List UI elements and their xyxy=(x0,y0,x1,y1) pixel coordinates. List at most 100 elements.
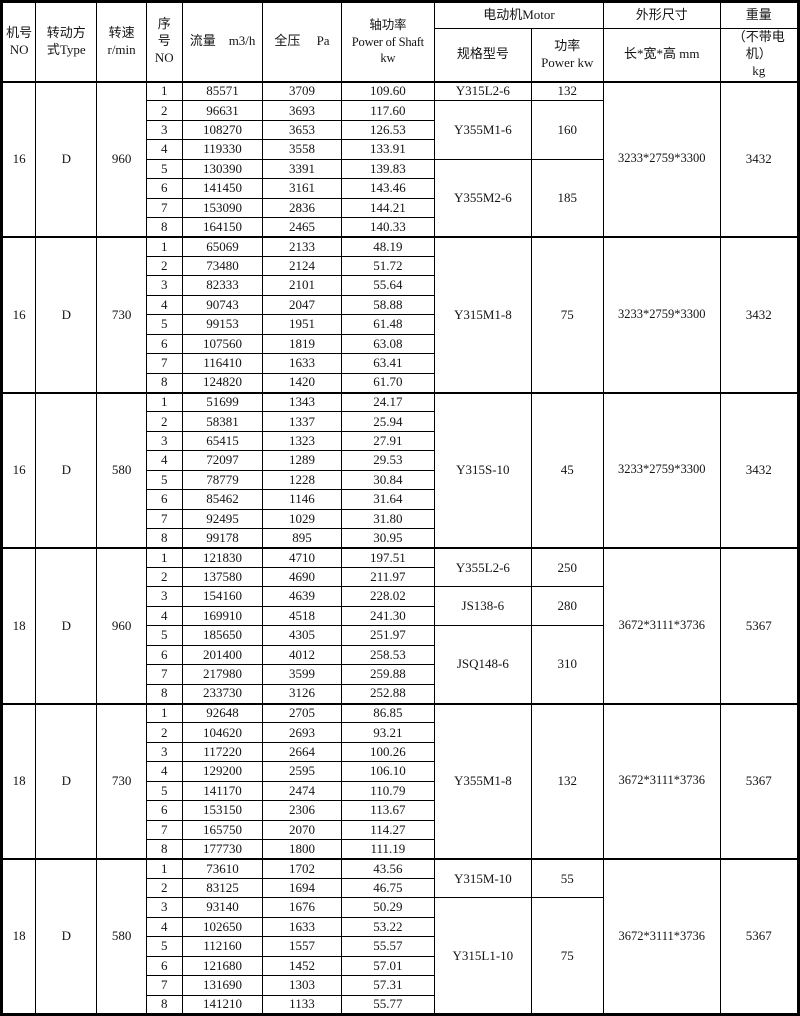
shaft-power-cell: 143.46 xyxy=(340,178,436,199)
weight-cell: 5367 xyxy=(719,547,800,704)
machine-no-cell: 16 xyxy=(0,236,37,393)
serial-no-cell: 3 xyxy=(145,275,183,296)
shaft-power-cell: 197.51 xyxy=(340,546,436,568)
shaft-power-cell: 30.84 xyxy=(340,469,436,491)
serial-no-cell: 8 xyxy=(145,839,183,860)
shaft-power-cell: 48.19 xyxy=(340,235,436,257)
table-row: 18 D 730 1 92648 2705 86.85 Y355M1-8 132 3672*311… xyxy=(0,702,800,860)
pressure-cell: 1702 xyxy=(262,857,342,879)
table-row: 4 72097 1289 29.53 xyxy=(2,450,799,471)
serial-no-cell: 6 xyxy=(145,644,183,666)
pressure-cell: 2595 xyxy=(262,761,342,782)
header-row-top: 机号 NO 转动方 式Type 转速 r/min 序 号 NO 流量 m3/h … xyxy=(0,1,800,83)
flow-cell: 117220 xyxy=(181,741,264,763)
serial-no-cell: 4 xyxy=(145,294,183,316)
weight-cell: 3432 xyxy=(719,80,800,238)
serial-no-cell: 8 xyxy=(145,994,183,1016)
machine-no-cell: 18 xyxy=(0,702,37,860)
table-row: 4 102650 1633 53.22 xyxy=(2,916,799,938)
serial-no-cell: 2 xyxy=(145,877,183,899)
flow-cell: 65069 xyxy=(181,235,264,257)
drive-type-cell: D xyxy=(35,391,98,549)
pressure-cell: 1676 xyxy=(262,897,342,918)
motor-model-cell: Y355M1-6 xyxy=(434,100,532,160)
pressure-cell: 1951 xyxy=(262,314,342,335)
pressure-cell: 1303 xyxy=(262,975,342,996)
speed-cell: 960 xyxy=(96,547,147,704)
drive-type-cell: D xyxy=(35,858,98,1015)
pressure-cell: 2664 xyxy=(262,741,342,763)
table-row: 8 99178 895 30.95 xyxy=(2,528,799,549)
serial-no-cell: 7 xyxy=(145,508,183,530)
shaft-power-cell: 228.02 xyxy=(340,586,436,607)
serial-no-cell: 6 xyxy=(145,333,183,355)
pressure-cell: 1420 xyxy=(262,372,342,394)
table-row: 18 D 960 1 121830 4710 197.51 Y355L2-6 250 3672*3… xyxy=(0,546,800,704)
pressure-cell: 1694 xyxy=(262,877,342,899)
flow-cell: 201400 xyxy=(181,644,264,666)
table-row: 4 129200 2595 106.10 xyxy=(2,761,799,782)
shaft-power-cell: 50.29 xyxy=(340,897,436,918)
serial-no-cell: 3 xyxy=(145,897,183,918)
shaft-power-cell: 57.31 xyxy=(340,975,436,996)
serial-no-cell: 1 xyxy=(145,235,183,257)
shaft-power-cell: 63.08 xyxy=(340,333,436,355)
flow-cell: 78779 xyxy=(181,469,264,491)
header-dimensions-group: 外形尺寸 xyxy=(602,1,721,29)
shaft-power-cell: 61.48 xyxy=(340,314,436,335)
motor-power-cell: 280 xyxy=(530,586,604,627)
dimensions-cell: 3672*3111*3736 xyxy=(602,858,721,1015)
shaft-power-cell: 25.94 xyxy=(340,411,436,432)
serial-no-cell: 3 xyxy=(145,741,183,763)
flow-cell: 141170 xyxy=(181,780,264,802)
flow-cell: 129200 xyxy=(181,761,264,782)
flow-cell: 112160 xyxy=(181,936,264,957)
header-motor-model: 规格型号 xyxy=(434,28,532,83)
header-dimensions-sub: 长*宽*高 mm xyxy=(602,28,721,83)
table-row: 5 78779 1228 30.84 xyxy=(2,469,799,491)
motor-model-cell: Y355M1-8 xyxy=(434,702,532,860)
pressure-cell: 1228 xyxy=(262,469,342,491)
shaft-power-cell: 258.53 xyxy=(340,644,436,666)
table-row: 6 201400 4012 258.53 xyxy=(2,644,799,666)
shaft-power-cell: 86.85 xyxy=(340,702,436,724)
serial-no-cell: 2 xyxy=(145,722,183,743)
header-shaft-power: 轴功率 Power of Shaft kw xyxy=(340,1,436,83)
flow-cell: 141450 xyxy=(181,178,264,199)
header-pressure: 全压 Pa xyxy=(262,1,342,83)
pressure-cell: 1452 xyxy=(262,955,342,977)
serial-no-cell: 3 xyxy=(145,430,183,452)
header-speed: 转速 r/min xyxy=(96,1,147,83)
flow-cell: 99178 xyxy=(181,528,264,549)
shaft-power-cell: 252.88 xyxy=(340,683,436,705)
flow-cell: 121680 xyxy=(181,955,264,977)
dimensions-cell: 3672*3111*3736 xyxy=(602,702,721,860)
pressure-cell: 2070 xyxy=(262,819,342,841)
pressure-cell: 3709 xyxy=(262,80,342,102)
table-row: 6 141450 3161 143.46 xyxy=(2,178,799,199)
dimensions-cell: 3233*2759*3300 xyxy=(602,391,721,549)
header-machine-no: 机号 NO xyxy=(0,1,37,83)
motor-model-cell: Y355M2-6 xyxy=(434,158,532,238)
header-flow: 流量 m3/h xyxy=(181,1,264,83)
motor-power-cell: 310 xyxy=(530,625,604,704)
weight-cell: 5367 xyxy=(719,702,800,860)
weight-cell: 5367 xyxy=(719,858,800,1015)
flow-cell: 119330 xyxy=(181,139,264,160)
flow-cell: 93140 xyxy=(181,897,264,918)
motor-power-cell: 75 xyxy=(530,236,604,393)
motor-model-cell: JS138-6 xyxy=(434,586,532,627)
pressure-cell: 1323 xyxy=(262,430,342,452)
shaft-power-cell: 58.88 xyxy=(340,294,436,316)
flow-cell: 90743 xyxy=(181,294,264,316)
weight-cell: 3432 xyxy=(719,236,800,393)
table-row: 8 177730 1800 111.19 xyxy=(2,839,799,860)
flow-cell: 65415 xyxy=(181,430,264,452)
motor-model-cell: Y315L1-10 xyxy=(434,897,532,1015)
serial-no-cell: 4 xyxy=(145,605,183,627)
speed-cell: 730 xyxy=(96,236,147,393)
shaft-power-cell: 211.97 xyxy=(340,566,436,588)
flow-cell: 92648 xyxy=(181,702,264,724)
serial-no-cell: 5 xyxy=(145,936,183,957)
pressure-cell: 1337 xyxy=(262,411,342,432)
